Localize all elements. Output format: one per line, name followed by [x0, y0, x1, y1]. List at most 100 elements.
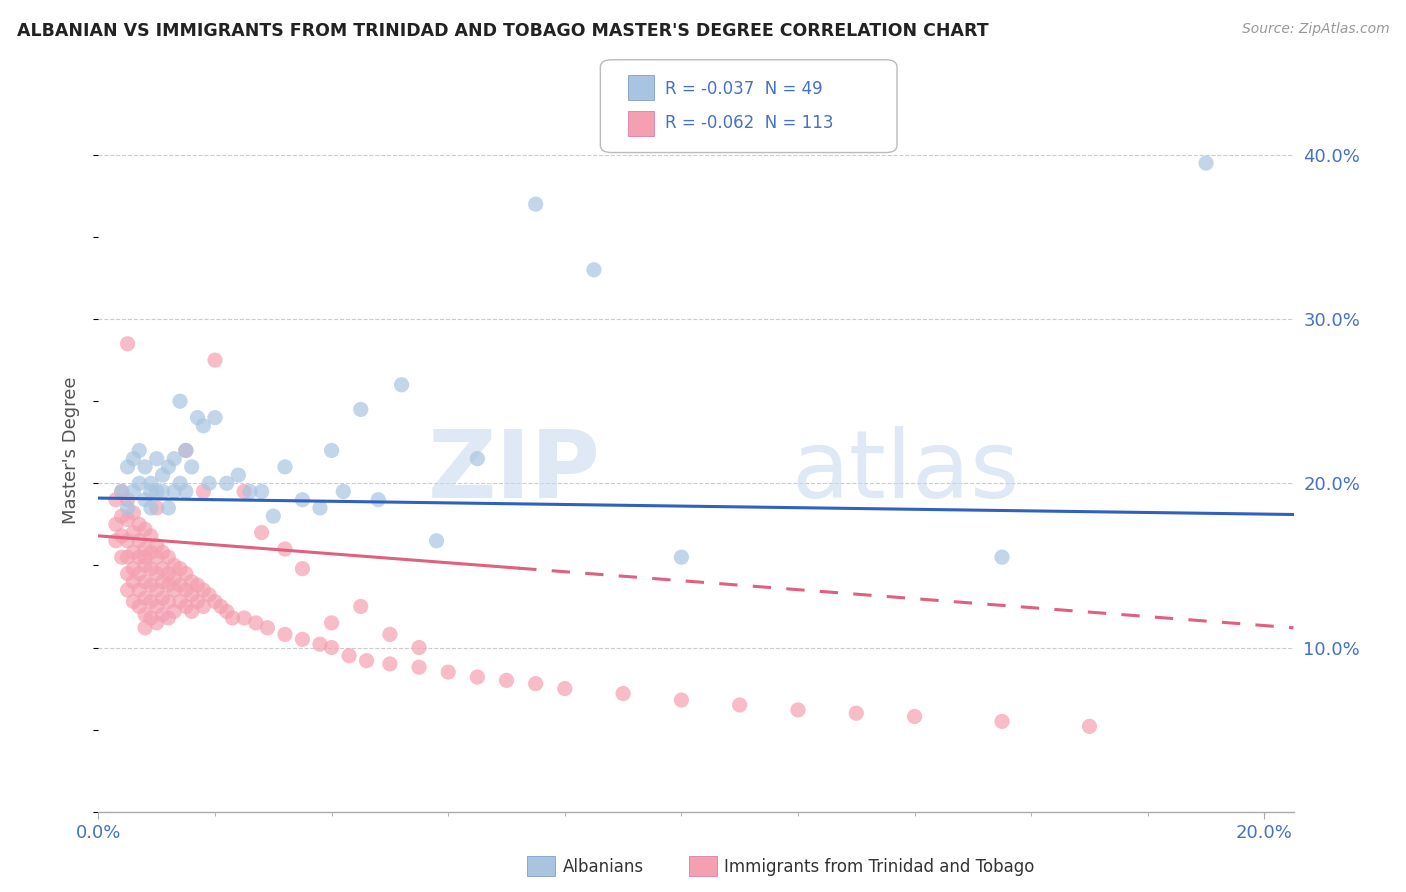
Point	[128, 443, 150, 458]
Point	[671, 550, 693, 565]
Point	[350, 402, 373, 417]
Text: Source: ZipAtlas.com: Source: ZipAtlas.com	[1241, 22, 1389, 37]
Point	[215, 476, 238, 491]
Point	[145, 500, 167, 515]
Point	[157, 500, 180, 515]
Point	[193, 484, 215, 499]
Point	[321, 640, 343, 655]
Point	[111, 484, 134, 499]
Point	[845, 706, 868, 721]
Point	[157, 459, 180, 474]
Point	[378, 627, 401, 641]
Text: R = -0.037  N = 49: R = -0.037 N = 49	[665, 80, 823, 98]
Point	[180, 459, 202, 474]
Point	[554, 681, 576, 696]
Point	[174, 599, 197, 614]
Point	[104, 517, 127, 532]
Point	[139, 484, 162, 499]
Point	[117, 459, 139, 474]
Point	[233, 611, 256, 625]
Point	[163, 572, 186, 586]
Point	[145, 582, 167, 597]
Text: ZIP: ZIP	[427, 426, 600, 518]
Point	[408, 640, 430, 655]
Point	[332, 484, 354, 499]
Point	[204, 353, 226, 368]
Point	[233, 484, 256, 499]
Point	[128, 566, 150, 581]
Text: Albanians: Albanians	[562, 858, 644, 876]
Point	[157, 594, 180, 608]
Point	[291, 632, 314, 647]
Point	[122, 451, 145, 466]
Point	[134, 607, 156, 622]
Point	[117, 492, 139, 507]
Point	[122, 574, 145, 589]
Point	[145, 615, 167, 630]
Point	[157, 550, 180, 565]
Point	[128, 550, 150, 565]
Point	[174, 582, 197, 597]
Point	[408, 660, 430, 674]
Point	[152, 591, 174, 606]
Point	[128, 517, 150, 532]
Point	[245, 615, 267, 630]
Point	[367, 492, 389, 507]
Point	[139, 562, 162, 576]
Point	[903, 709, 925, 723]
Point	[612, 686, 634, 700]
Point	[134, 459, 156, 474]
Point	[111, 529, 134, 543]
Text: R = -0.062  N = 113: R = -0.062 N = 113	[665, 114, 834, 132]
Point	[228, 468, 250, 483]
Point	[139, 476, 162, 491]
Point	[193, 599, 215, 614]
Point	[991, 714, 1014, 729]
Point	[180, 588, 202, 602]
Point	[139, 594, 162, 608]
Point	[134, 574, 156, 589]
Point	[145, 539, 167, 553]
Y-axis label: Master's Degree: Master's Degree	[62, 376, 80, 524]
Point	[152, 574, 174, 589]
Point	[209, 599, 232, 614]
Point	[186, 578, 208, 592]
Point	[111, 550, 134, 565]
Point	[193, 418, 215, 433]
Text: Immigrants from Trinidad and Tobago: Immigrants from Trinidad and Tobago	[724, 858, 1035, 876]
Point	[152, 607, 174, 622]
Point	[111, 484, 134, 499]
Point	[134, 541, 156, 556]
Point	[134, 550, 156, 565]
Point	[274, 627, 297, 641]
Point	[111, 509, 134, 524]
Point	[169, 562, 191, 576]
Point	[104, 492, 127, 507]
Point	[139, 578, 162, 592]
Point	[193, 582, 215, 597]
Point	[274, 541, 297, 556]
Point	[174, 443, 197, 458]
Point	[437, 665, 460, 680]
Point	[174, 484, 197, 499]
Point	[134, 621, 156, 635]
Point	[337, 648, 360, 663]
Point	[157, 611, 180, 625]
Point	[186, 594, 208, 608]
Point	[128, 599, 150, 614]
Point	[134, 522, 156, 536]
Point	[309, 500, 332, 515]
Point	[134, 492, 156, 507]
Point	[169, 578, 191, 592]
Point	[728, 698, 751, 712]
Point	[671, 693, 693, 707]
Point	[250, 525, 273, 540]
Point	[991, 550, 1014, 565]
Point	[495, 673, 517, 688]
Point	[139, 545, 162, 559]
Point	[291, 492, 314, 507]
Point	[391, 377, 413, 392]
Point	[274, 459, 297, 474]
Point	[122, 594, 145, 608]
Point	[122, 484, 145, 499]
